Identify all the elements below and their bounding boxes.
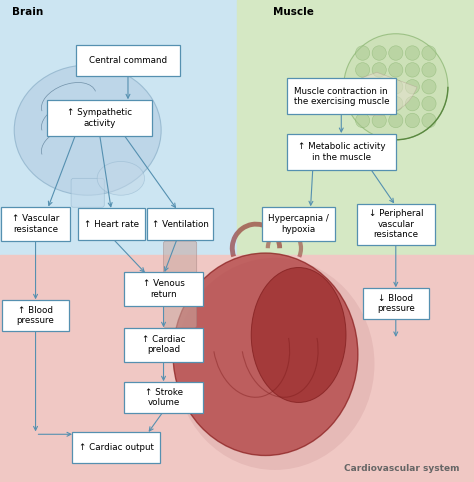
Text: ↑ Blood
pressure: ↑ Blood pressure bbox=[17, 306, 55, 325]
FancyBboxPatch shape bbox=[76, 45, 180, 76]
FancyBboxPatch shape bbox=[2, 300, 69, 332]
FancyBboxPatch shape bbox=[124, 328, 202, 362]
Ellipse shape bbox=[173, 253, 358, 455]
Text: ↑ Vascular
resistance: ↑ Vascular resistance bbox=[12, 214, 59, 234]
Circle shape bbox=[356, 63, 370, 77]
FancyBboxPatch shape bbox=[262, 207, 336, 241]
Bar bbox=[237, 0, 474, 260]
Text: ↑ Ventilation: ↑ Ventilation bbox=[152, 220, 209, 228]
FancyBboxPatch shape bbox=[363, 288, 429, 320]
FancyBboxPatch shape bbox=[164, 241, 197, 328]
Circle shape bbox=[372, 113, 386, 128]
Circle shape bbox=[372, 46, 386, 60]
FancyBboxPatch shape bbox=[287, 134, 396, 170]
FancyBboxPatch shape bbox=[72, 432, 160, 463]
Text: ↑ Sympathetic
activity: ↑ Sympathetic activity bbox=[67, 108, 132, 128]
Circle shape bbox=[356, 46, 370, 60]
Circle shape bbox=[405, 46, 419, 60]
Circle shape bbox=[422, 46, 436, 60]
FancyBboxPatch shape bbox=[287, 78, 396, 114]
Circle shape bbox=[389, 113, 403, 128]
Circle shape bbox=[389, 96, 403, 111]
Ellipse shape bbox=[14, 65, 161, 195]
Circle shape bbox=[372, 80, 386, 94]
Text: Central command: Central command bbox=[89, 56, 167, 65]
Bar bbox=[0, 0, 256, 260]
Circle shape bbox=[405, 80, 419, 94]
Text: ↑ Stroke
volume: ↑ Stroke volume bbox=[145, 388, 182, 407]
FancyBboxPatch shape bbox=[78, 208, 145, 240]
Circle shape bbox=[356, 113, 370, 128]
Text: ↑ Cardiac
preload: ↑ Cardiac preload bbox=[142, 335, 185, 354]
Circle shape bbox=[422, 96, 436, 111]
FancyBboxPatch shape bbox=[124, 272, 202, 306]
Text: ↑ Metabolic activity
in the muscle: ↑ Metabolic activity in the muscle bbox=[298, 142, 385, 161]
Circle shape bbox=[405, 96, 419, 111]
FancyBboxPatch shape bbox=[71, 178, 104, 207]
Text: Muscle contraction in
the exercising muscle: Muscle contraction in the exercising mus… bbox=[293, 87, 389, 106]
FancyBboxPatch shape bbox=[1, 207, 70, 241]
Circle shape bbox=[372, 96, 386, 111]
Circle shape bbox=[405, 63, 419, 77]
FancyBboxPatch shape bbox=[147, 208, 213, 240]
Circle shape bbox=[405, 113, 419, 128]
Wedge shape bbox=[337, 72, 417, 116]
Text: ↓ Blood
pressure: ↓ Blood pressure bbox=[377, 294, 415, 313]
Text: ↑ Cardiac output: ↑ Cardiac output bbox=[79, 443, 154, 452]
Circle shape bbox=[422, 80, 436, 94]
Ellipse shape bbox=[175, 258, 374, 470]
Text: Brain: Brain bbox=[12, 7, 43, 17]
Text: Muscle: Muscle bbox=[273, 7, 313, 17]
Circle shape bbox=[372, 63, 386, 77]
Text: Hypercapnia /
hypoxia: Hypercapnia / hypoxia bbox=[268, 214, 329, 234]
Ellipse shape bbox=[97, 161, 145, 195]
Text: ↓ Peripheral
vascular
resistance: ↓ Peripheral vascular resistance bbox=[369, 209, 423, 239]
Ellipse shape bbox=[344, 34, 448, 140]
Circle shape bbox=[389, 46, 403, 60]
Circle shape bbox=[356, 80, 370, 94]
Bar bbox=[0, 255, 474, 482]
Text: ↑ Heart rate: ↑ Heart rate bbox=[84, 220, 139, 228]
Ellipse shape bbox=[251, 268, 346, 402]
FancyBboxPatch shape bbox=[356, 203, 435, 244]
Text: ↑ Venous
return: ↑ Venous return bbox=[143, 280, 184, 299]
Circle shape bbox=[389, 63, 403, 77]
Circle shape bbox=[422, 63, 436, 77]
Circle shape bbox=[389, 80, 403, 94]
FancyBboxPatch shape bbox=[124, 382, 202, 414]
Circle shape bbox=[356, 96, 370, 111]
Circle shape bbox=[422, 113, 436, 128]
Text: Cardiovascular system: Cardiovascular system bbox=[344, 464, 460, 473]
FancyBboxPatch shape bbox=[47, 100, 152, 136]
